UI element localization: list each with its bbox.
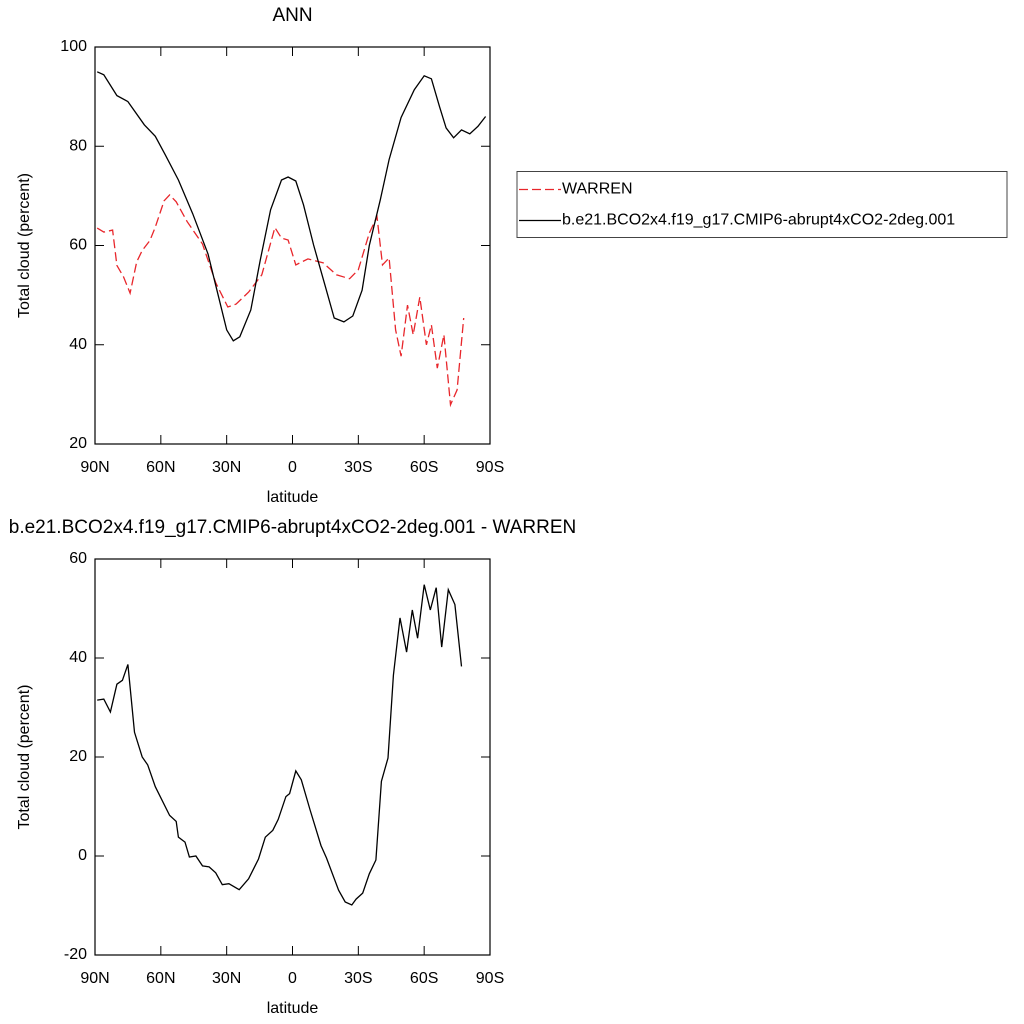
data-line — [96, 193, 465, 408]
y-tick-label: 40 — [69, 649, 87, 666]
x-tick-label: 30N — [212, 459, 241, 476]
y-tick-label: 60 — [69, 550, 87, 567]
x-tick-label: 60S — [410, 970, 438, 987]
x-tick-label: 60N — [146, 459, 175, 476]
x-tick-label: 30S — [344, 459, 372, 476]
y-tick-label: -20 — [64, 946, 87, 963]
y-tick-label: 20 — [69, 748, 87, 765]
y-tick-label: 40 — [69, 336, 87, 353]
x-tick-label: 60N — [146, 970, 175, 987]
plot-frame — [94, 558, 491, 956]
x-tick-label: 30S — [344, 970, 372, 987]
y-axis-label: Total cloud (percent) — [16, 173, 33, 318]
x-tick-label: 90N — [80, 970, 109, 987]
y-tick-label: 60 — [69, 237, 87, 254]
y-axis-label: Total cloud (percent) — [16, 685, 33, 830]
plot-frame — [94, 46, 491, 445]
data-line — [97, 584, 463, 906]
legend-box — [516, 171, 1008, 238]
legend-label: b.e21.BCO2x4.f19_g17.CMIP6-abrupt4xCO2-2… — [562, 212, 955, 229]
x-tick-label: 60S — [410, 459, 438, 476]
x-tick-label: 30N — [212, 970, 241, 987]
x-tick-label: 90N — [80, 459, 109, 476]
y-tick-label: 80 — [69, 137, 87, 154]
x-axis-label: latitude — [267, 1000, 319, 1017]
data-line — [96, 71, 487, 342]
y-tick-label: 20 — [69, 435, 87, 452]
chart-title: ANN — [272, 5, 312, 26]
x-tick-label: 0 — [288, 459, 297, 476]
y-tick-label: 0 — [78, 847, 87, 864]
x-tick-label: 90S — [476, 970, 504, 987]
x-tick-label: 0 — [288, 970, 297, 987]
x-tick-label: 90S — [476, 459, 504, 476]
y-tick-label: 100 — [60, 38, 87, 55]
x-axis-label: latitude — [267, 489, 319, 506]
chart-title: b.e21.BCO2x4.f19_g17.CMIP6-abrupt4xCO2-2… — [9, 517, 576, 538]
legend-label: WARREN — [562, 181, 633, 198]
